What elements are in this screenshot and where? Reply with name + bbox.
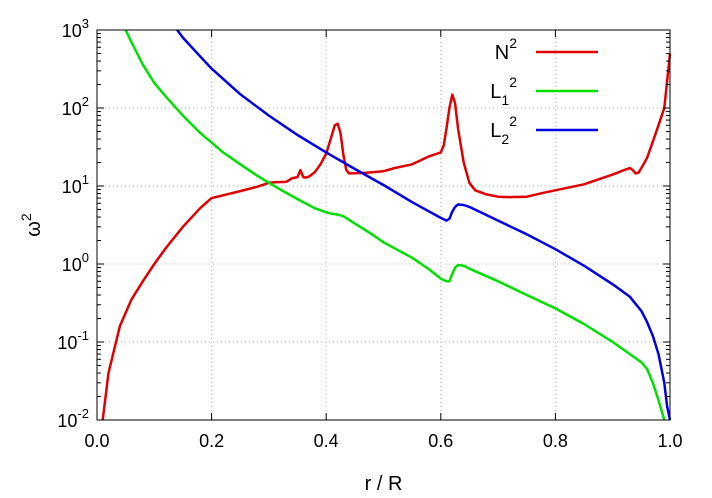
x-tick-label: 0.6 <box>428 431 453 451</box>
legend: N2 L12 L22 <box>490 35 598 147</box>
y-axis-title-sup: 2 <box>18 213 34 221</box>
axis-ticks: 0.0 0.2 0.4 0.6 0.8 1.0 103 102 101 100 10-1 10-2 <box>57 16 682 451</box>
y-tick-label: 10-1 <box>57 328 89 353</box>
x-tick-label: 0.0 <box>84 431 109 451</box>
x-axis-title: r / R <box>365 473 403 495</box>
y-tick-label: 103 <box>62 16 89 41</box>
series-line-3 <box>176 29 672 421</box>
y-axis-title: ω2 <box>18 213 45 237</box>
legend-label-1: N2 <box>495 35 517 64</box>
y-tick-label: 101 <box>62 172 89 197</box>
series-line-2 <box>124 29 666 421</box>
plot-frame <box>96 29 671 421</box>
y-tick-label: 102 <box>62 94 89 119</box>
series-line-1 <box>101 53 672 421</box>
y-tick-label: 10-2 <box>57 406 89 431</box>
x-tick-label: 0.8 <box>543 431 568 451</box>
legend-label-2: L12 <box>490 74 517 108</box>
legend-label-3: L22 <box>490 113 517 147</box>
y-axis-title-base: ω <box>23 221 45 237</box>
grid <box>97 30 670 420</box>
plot-lines <box>101 29 672 421</box>
x-tick-label: 0.2 <box>199 431 224 451</box>
x-tick-label: 1.0 <box>657 431 682 451</box>
x-tick-label: 0.4 <box>314 431 339 451</box>
y-tick-label: 100 <box>62 250 89 275</box>
